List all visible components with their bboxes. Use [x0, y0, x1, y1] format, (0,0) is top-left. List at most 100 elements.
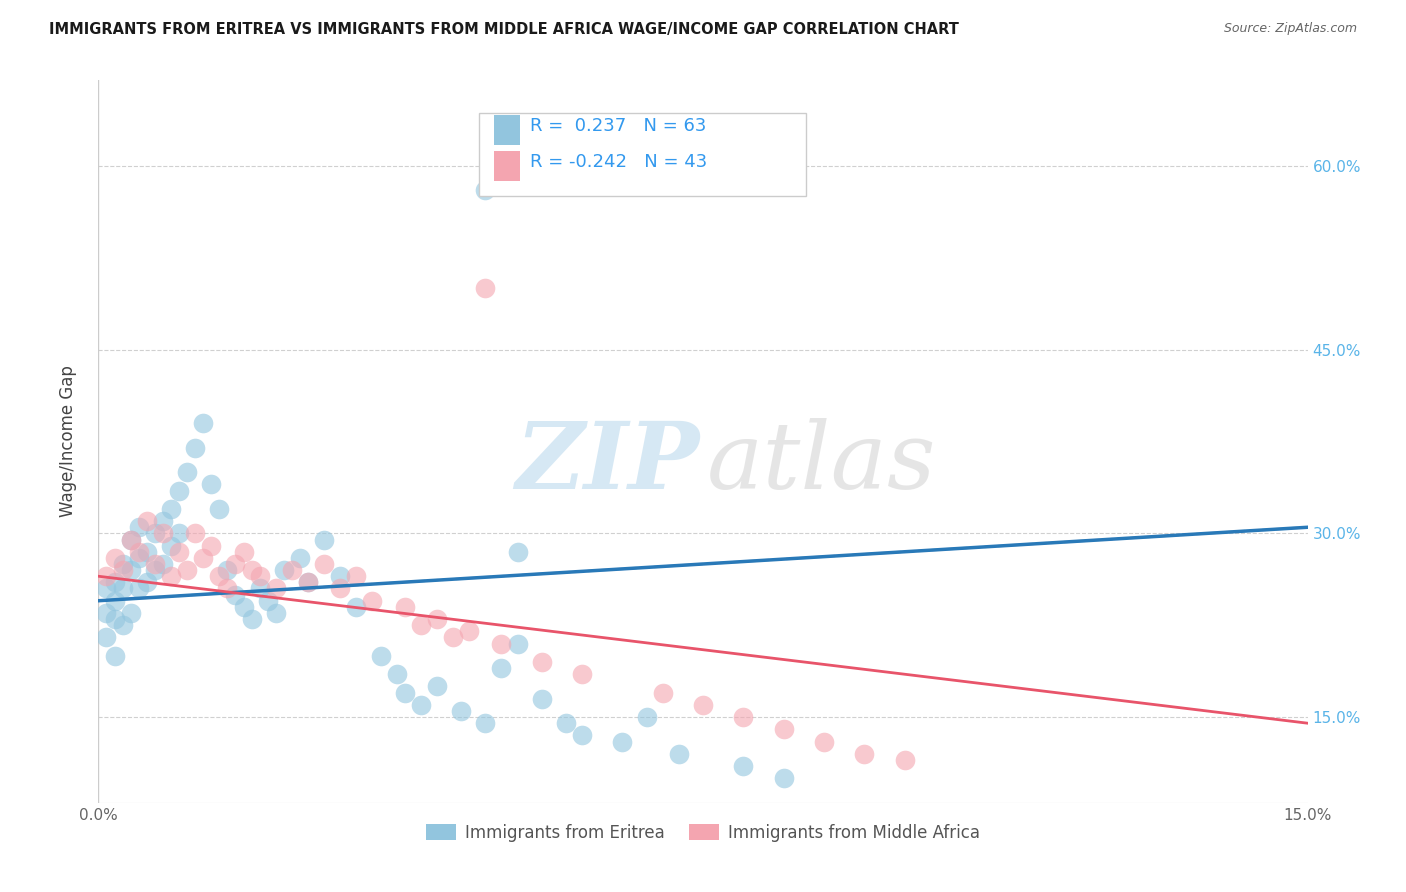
Point — [491, 661, 513, 675]
Text: R = -0.242   N = 43: R = -0.242 N = 43 — [530, 153, 707, 171]
Point — [103, 550, 125, 565]
Point — [193, 416, 215, 430]
FancyBboxPatch shape — [479, 112, 806, 196]
Point — [426, 680, 449, 694]
Point — [409, 698, 432, 712]
Point — [193, 550, 215, 565]
Point — [893, 753, 915, 767]
Text: ZIP: ZIP — [515, 418, 699, 508]
Point — [474, 716, 496, 731]
Point — [184, 526, 207, 541]
Point — [297, 575, 319, 590]
Point — [200, 477, 222, 491]
Text: IMMIGRANTS FROM ERITREA VS IMMIGRANTS FROM MIDDLE AFRICA WAGE/INCOME GAP CORRELA: IMMIGRANTS FROM ERITREA VS IMMIGRANTS FR… — [49, 22, 959, 37]
Point — [120, 606, 142, 620]
Point — [297, 575, 319, 590]
Point — [474, 184, 496, 198]
Point — [264, 582, 287, 596]
Point — [692, 698, 714, 712]
Point — [329, 569, 352, 583]
Point — [240, 612, 263, 626]
Point — [636, 710, 658, 724]
Point — [152, 514, 174, 528]
Point — [152, 526, 174, 541]
Point — [184, 441, 207, 455]
Point — [361, 593, 384, 607]
Point — [256, 593, 278, 607]
Point — [370, 648, 392, 663]
Point — [103, 648, 125, 663]
Point — [167, 483, 190, 498]
Point — [426, 612, 449, 626]
Point — [128, 520, 150, 534]
Point — [96, 631, 118, 645]
Point — [217, 563, 239, 577]
Y-axis label: Wage/Income Gap: Wage/Income Gap — [59, 366, 77, 517]
Point — [167, 526, 190, 541]
Point — [450, 704, 472, 718]
Point — [385, 667, 408, 681]
Point — [612, 734, 634, 748]
Legend: Immigrants from Eritrea, Immigrants from Middle Africa: Immigrants from Eritrea, Immigrants from… — [419, 817, 987, 848]
Point — [651, 685, 673, 699]
Point — [96, 569, 118, 583]
Point — [491, 637, 513, 651]
Point — [103, 575, 125, 590]
Point — [224, 588, 246, 602]
Point — [111, 582, 134, 596]
Point — [120, 533, 142, 547]
Point — [772, 772, 794, 786]
Point — [668, 747, 690, 761]
Point — [160, 569, 183, 583]
Point — [264, 606, 287, 620]
Point — [314, 557, 336, 571]
Point — [160, 539, 183, 553]
Point — [111, 618, 134, 632]
Point — [273, 563, 295, 577]
Point — [555, 716, 578, 731]
Point — [232, 599, 254, 614]
Bar — [494, 115, 520, 145]
Point — [208, 502, 231, 516]
Point — [135, 575, 157, 590]
Point — [344, 569, 367, 583]
Point — [176, 563, 198, 577]
Point — [281, 563, 304, 577]
Point — [224, 557, 246, 571]
Point — [344, 599, 367, 614]
Point — [96, 606, 118, 620]
Text: atlas: atlas — [707, 418, 936, 508]
Point — [143, 563, 166, 577]
Point — [217, 582, 239, 596]
Point — [394, 599, 416, 614]
Point — [772, 723, 794, 737]
Point — [474, 281, 496, 295]
Point — [571, 667, 593, 681]
Point — [530, 691, 553, 706]
Point — [143, 557, 166, 571]
Point — [571, 728, 593, 742]
Point — [208, 569, 231, 583]
Point — [128, 550, 150, 565]
Point — [249, 582, 271, 596]
Point — [506, 637, 529, 651]
Point — [441, 631, 464, 645]
Point — [160, 502, 183, 516]
Point — [249, 569, 271, 583]
Text: R =  0.237   N = 63: R = 0.237 N = 63 — [530, 117, 706, 135]
Point — [103, 593, 125, 607]
Point — [240, 563, 263, 577]
Point — [120, 533, 142, 547]
Point — [143, 526, 166, 541]
Point — [135, 514, 157, 528]
Point — [232, 545, 254, 559]
Point — [167, 545, 190, 559]
Point — [103, 612, 125, 626]
Point — [288, 550, 311, 565]
Point — [394, 685, 416, 699]
Point — [409, 618, 432, 632]
Point — [530, 655, 553, 669]
Point — [314, 533, 336, 547]
Point — [176, 465, 198, 479]
Point — [733, 710, 755, 724]
